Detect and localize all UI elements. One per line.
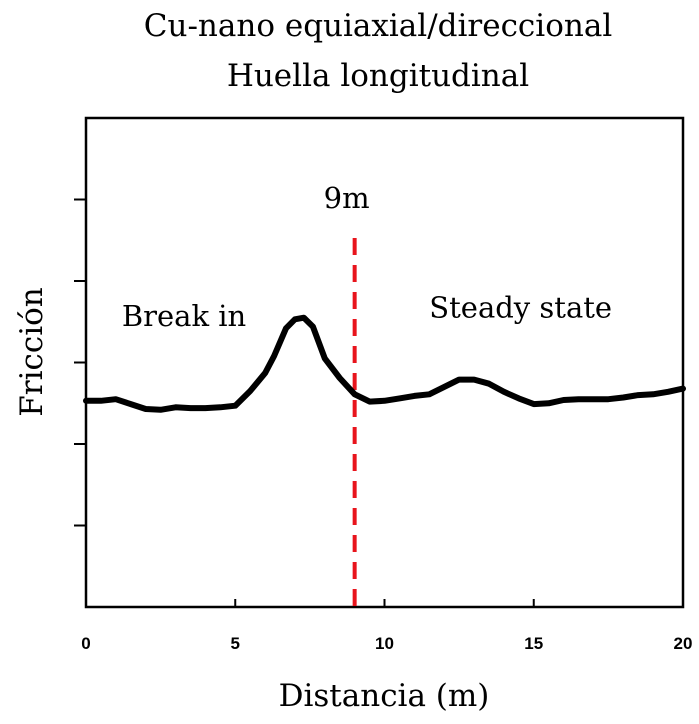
annotations: Break in Steady state	[122, 291, 612, 333]
x-tick-label-10: 10	[375, 634, 394, 653]
x-axis-label: Distancia (m)	[279, 678, 490, 714]
chart-subtitle: Huella longitudinal	[227, 58, 529, 94]
series-line-0	[83, 314, 686, 413]
chart-title: Cu-nano equiaxial/direccional	[144, 8, 612, 44]
x-tick-label-0: 0	[81, 634, 90, 653]
annotation-1: Steady state	[429, 291, 612, 325]
y-axis-label: Fricción	[14, 287, 50, 417]
x-tick-label-20: 20	[674, 634, 693, 653]
y-axis-ticks	[74, 198, 86, 527]
reference-line-label-0: 9m	[324, 181, 370, 215]
series-layer	[83, 314, 686, 413]
x-tick-label-5: 5	[231, 634, 240, 653]
x-axis-ticks: 0 5 10 15 20	[81, 599, 692, 653]
annotation-0: Break in	[122, 299, 246, 333]
plot-area: 0 5 10 15 20 9m Break in Steady state	[74, 116, 692, 653]
plot-frame	[84, 116, 685, 609]
reference-lines: 9m	[324, 181, 370, 607]
x-tick-label-15: 15	[524, 634, 543, 653]
